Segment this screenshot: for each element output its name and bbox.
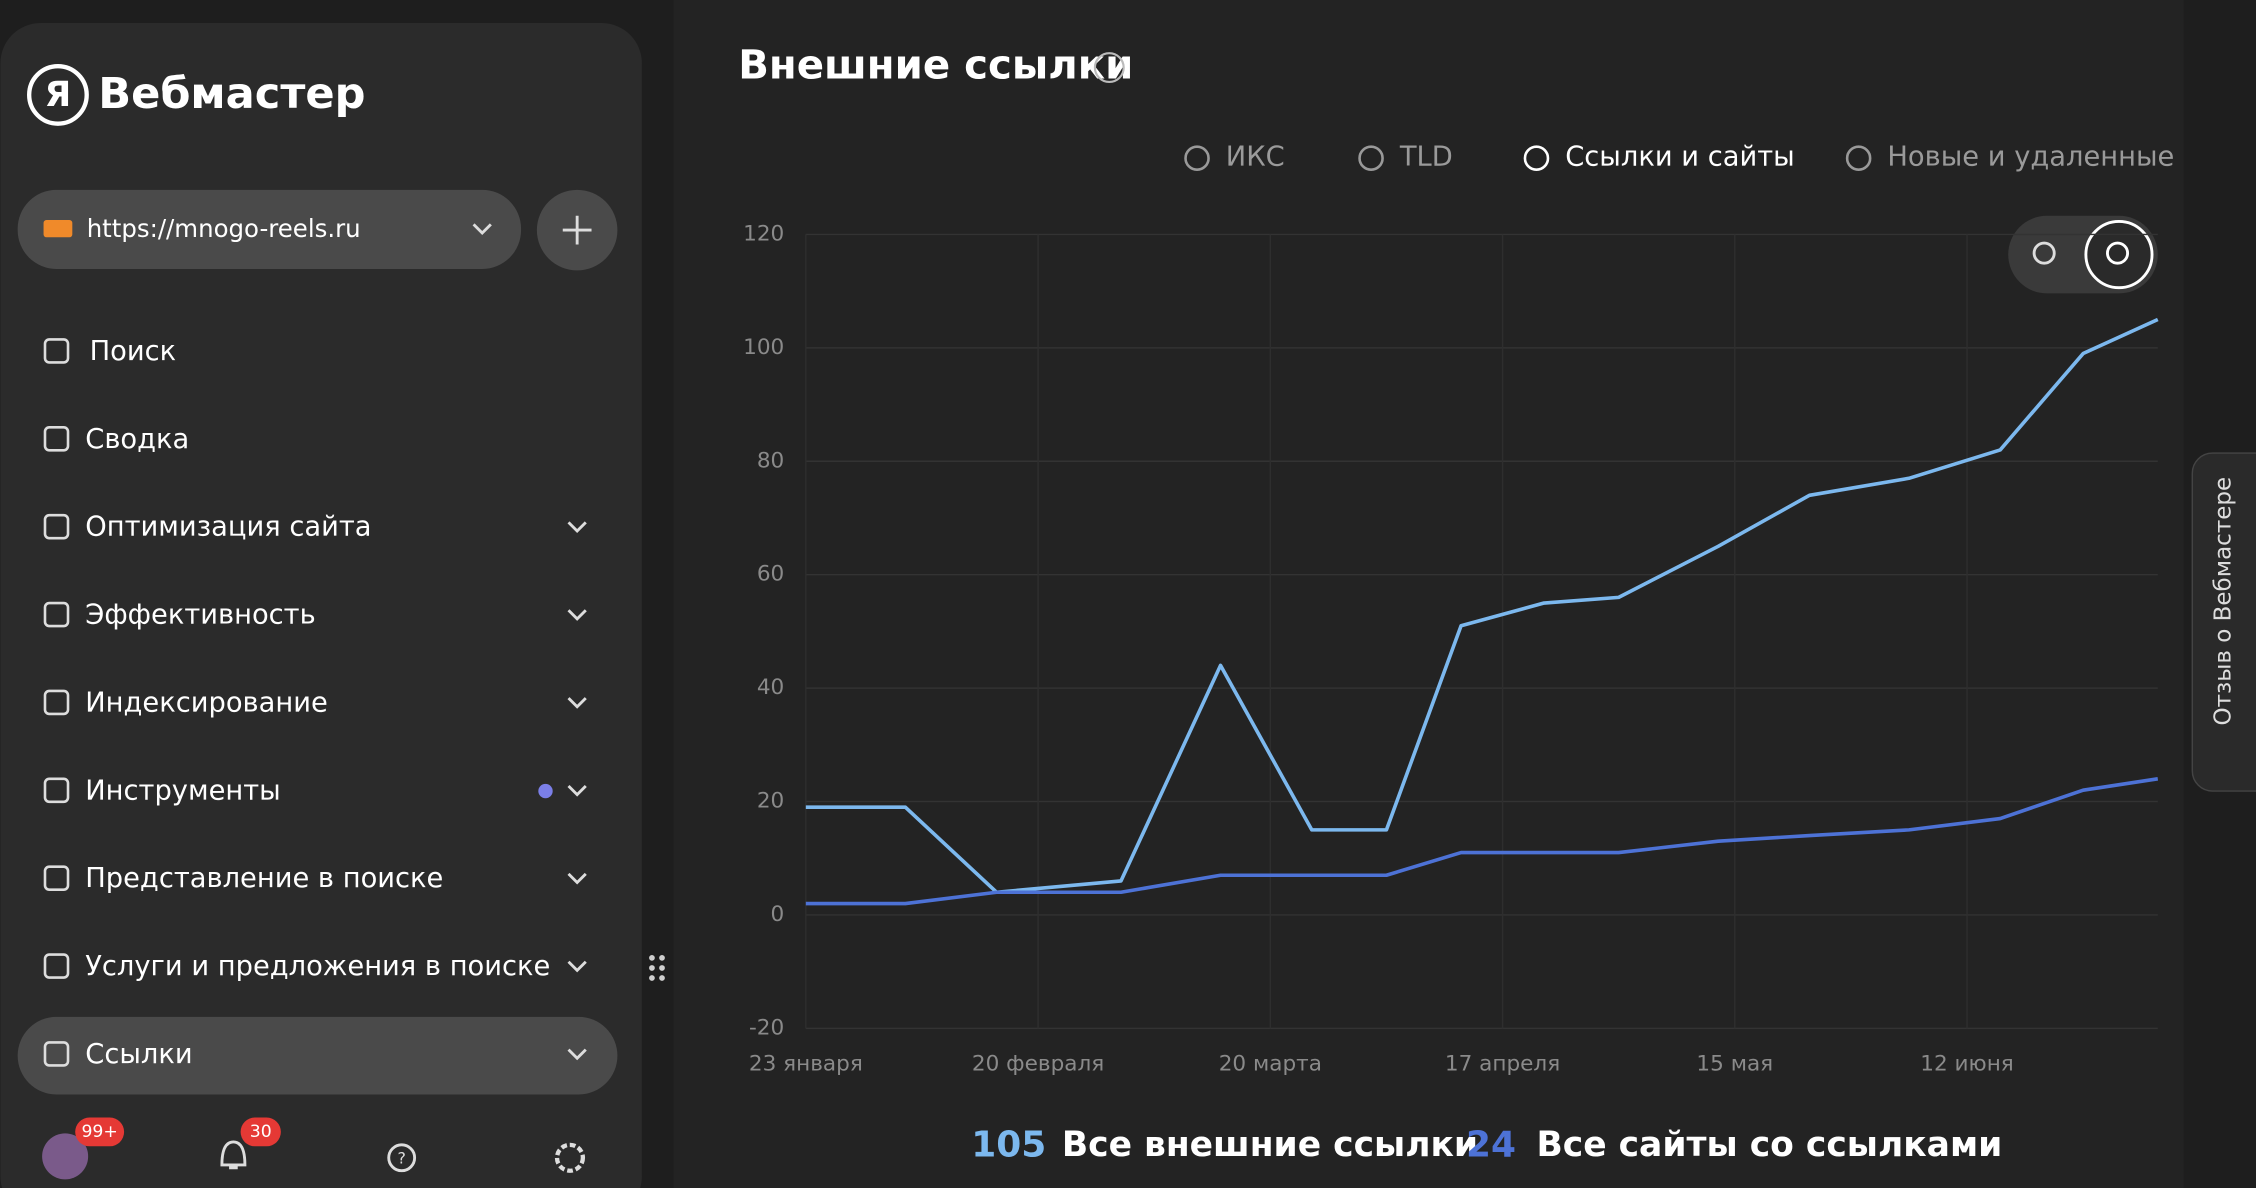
badge: 99+: [81, 1122, 117, 1142]
nav-chevron: [567, 960, 587, 973]
sidebar: [0, 23, 642, 1188]
y-tick-label: 60: [757, 562, 784, 587]
content: Поиск Сводка Оптимизация сайта Эффективност…: [43, 142, 2174, 1165]
logo-letter: Я: [45, 75, 72, 115]
drag-handle: [649, 955, 665, 981]
nav-label: Оптимизация сайта: [85, 512, 371, 543]
nav-icon: [43, 426, 70, 452]
tab[interactable]: Ссылки и сайты: [1565, 142, 1794, 173]
site-favicon: [43, 220, 73, 238]
y-tick-label: 40: [757, 675, 784, 700]
legend-label[interactable]: Все внешние ссылки: [1062, 1125, 1478, 1165]
site-selector[interactable]: [17, 189, 522, 269]
feedback-tab[interactable]: [2191, 452, 2256, 792]
x-tick-label: 20 марта: [1219, 1051, 1322, 1076]
active-nav-bg: [17, 1016, 618, 1095]
legend-label[interactable]: Все сайты со ссылками: [1536, 1125, 2002, 1165]
series-line: [805, 317, 2159, 895]
nav-label: Индексирование: [85, 687, 328, 718]
nav-label: Инструменты: [85, 775, 280, 806]
y-tick-label: 0: [771, 902, 785, 927]
nav-chevron: [567, 1048, 587, 1061]
y-tick-label: 80: [757, 448, 784, 473]
nav-chevron: [567, 521, 587, 534]
feedback-label: Отзыв о Вебмастере: [2210, 477, 2236, 726]
y-tick-label: 100: [743, 335, 784, 360]
nav-icon: [43, 338, 70, 364]
nav-chevron: [567, 697, 587, 709]
nav-label: Услуги и предложения в поиске: [85, 951, 550, 982]
nav-label: Сводка: [85, 424, 189, 455]
new-dot: [538, 783, 553, 799]
series-line: [805, 777, 2159, 906]
nav-chevron: [567, 784, 587, 797]
main-panel: [673, 0, 2184, 1188]
badge-bg: [75, 1117, 125, 1147]
help-icon[interactable]: [387, 1143, 417, 1173]
nav-label: Поиск: [90, 336, 177, 367]
nav-icon: [43, 777, 70, 804]
badge: 30: [250, 1122, 272, 1142]
tab-icon: [1358, 145, 1384, 172]
legend-value: 24: [1466, 1124, 1516, 1165]
plus-icon: [562, 215, 592, 245]
site-url: https://mnogo-reels.ru: [87, 214, 361, 243]
badge-bg: [240, 1117, 281, 1147]
settings-icon[interactable]: [554, 1142, 586, 1173]
site-chevron: [472, 223, 492, 236]
tab[interactable]: Новые и удаленные: [1887, 142, 2174, 173]
x-tick-label: 23 января: [749, 1051, 863, 1076]
nav-icon: [43, 1041, 70, 1067]
nav-label: Ссылки: [85, 1039, 192, 1070]
y-tick-label: 20: [757, 789, 784, 814]
tab[interactable]: TLD: [1399, 142, 1453, 173]
tab-icon: [1523, 145, 1550, 172]
legend-value: 105: [971, 1124, 1046, 1165]
info-icon[interactable]: [1093, 52, 1125, 84]
logo-circle: [27, 64, 89, 126]
zoom-in: [2106, 241, 2130, 265]
x-tick-label: 12 июня: [1920, 1051, 2014, 1076]
x-tick-label: 15 мая: [1696, 1051, 1773, 1076]
y-tick-label: 120: [743, 221, 784, 246]
tab[interactable]: ИКС: [1226, 142, 1285, 173]
avatar[interactable]: [42, 1133, 89, 1180]
zoom-in-button[interactable]: [2084, 220, 2154, 290]
nav-label: Эффективность: [85, 600, 315, 631]
page-title: Внешние ссылки: [738, 43, 1133, 89]
x-tick-label: 20 февраля: [972, 1051, 1104, 1076]
zoom-out[interactable]: [2032, 241, 2056, 265]
y-tick-label: -20: [749, 1015, 784, 1040]
nav-chevron: [567, 609, 587, 621]
nav-icon: [43, 513, 70, 540]
nav-label: Представление в поиске: [85, 863, 443, 894]
bell-icon[interactable]: [220, 1140, 247, 1170]
help-glyph: ?: [397, 1149, 405, 1168]
nav-icon: [43, 689, 70, 716]
nav-icon: [43, 865, 70, 891]
brand: Вебмастер: [98, 69, 365, 119]
nav-icon: [43, 601, 70, 628]
nav-icon: [43, 953, 70, 979]
tab-icon: [1845, 145, 1872, 172]
tab-icon: [1184, 145, 1210, 172]
nav-chevron: [567, 872, 587, 885]
x-tick-label: 17 апреля: [1445, 1051, 1560, 1076]
